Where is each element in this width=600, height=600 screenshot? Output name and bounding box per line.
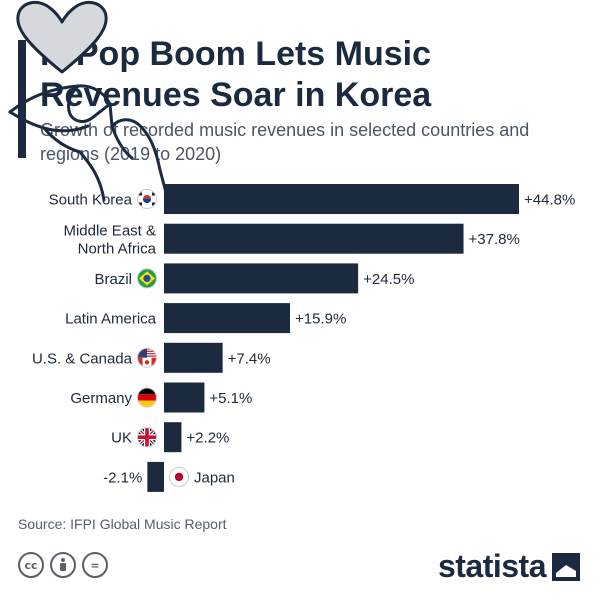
flag-part [137, 388, 157, 395]
flag-body [137, 268, 157, 288]
value-label: +24.5% [363, 271, 414, 288]
hand-outline [8, 84, 170, 202]
value-label: +5.1% [209, 390, 252, 407]
category-label: Germany [70, 390, 132, 407]
no-derivatives-icon: = [82, 552, 108, 578]
category-label: UK [111, 430, 132, 447]
flag-outline [137, 268, 157, 289]
flag-part [139, 202, 142, 206]
flag-outline [137, 189, 157, 209]
flag-body [137, 189, 157, 209]
bar-germany [164, 382, 205, 413]
title-accent-bar [18, 40, 26, 158]
de-flag-icon [137, 387, 157, 408]
flag-part [143, 274, 151, 282]
kr-flag-icon [137, 189, 157, 209]
flag-part [137, 348, 147, 358]
bar-u-s-canada [164, 342, 223, 373]
value-label: +15.9% [295, 311, 346, 328]
bar-south-korea [164, 184, 519, 214]
brand-logo: statista [438, 548, 580, 585]
flag-part [144, 360, 150, 365]
value-label: +2.2% [186, 430, 229, 447]
flag-part [137, 400, 157, 407]
bar-uk [164, 422, 182, 453]
category-label: Latin America [65, 311, 157, 328]
flag-outline [169, 466, 189, 487]
bar-brazil [164, 263, 359, 294]
uk-flag-icon [137, 427, 157, 448]
flag-part [137, 394, 157, 401]
category-label: South Korea [49, 192, 133, 209]
flag-part [151, 357, 157, 368]
flag-outline [137, 347, 157, 368]
flag-part [139, 192, 142, 196]
category-label: U.S. & Canada [32, 350, 133, 367]
heart-shape [16, 0, 108, 74]
value-label: +44.8% [524, 192, 575, 209]
flag-body [137, 388, 157, 407]
bar-japan [147, 461, 164, 492]
license-icons: cc = [18, 552, 108, 578]
flag-part [143, 199, 151, 203]
flag-part [174, 472, 184, 482]
bar-middle-east-north-africa [164, 223, 464, 254]
flag-part [152, 192, 155, 196]
flag-outline [137, 387, 157, 408]
value-label: -2.1% [103, 469, 142, 486]
flag-body [169, 467, 189, 487]
br-flag-icon [137, 268, 157, 289]
brand-name: statista [437, 548, 547, 584]
category-label: Brazil [94, 271, 132, 288]
us-ca-flag-icon [137, 347, 157, 368]
attribution-icon [50, 552, 76, 578]
bar-latin-america [164, 303, 290, 334]
category-label: Middle East & [63, 223, 156, 240]
statista-mark-icon [552, 552, 580, 581]
flag-part [137, 357, 143, 368]
flag-outline [137, 427, 157, 448]
jp-flag-icon [169, 466, 189, 487]
flag-part [145, 427, 149, 447]
flag-body [137, 427, 157, 447]
value-label: +37.8% [469, 231, 520, 248]
category-label: Japan [194, 469, 235, 486]
value-label: +7.4% [228, 350, 271, 367]
flag-part [152, 202, 155, 206]
cc-icon: cc [18, 552, 44, 578]
category-label: North Africa [78, 241, 157, 258]
source-note: Source: IFPI Global Music Report [18, 516, 227, 532]
flag-body [137, 348, 157, 368]
